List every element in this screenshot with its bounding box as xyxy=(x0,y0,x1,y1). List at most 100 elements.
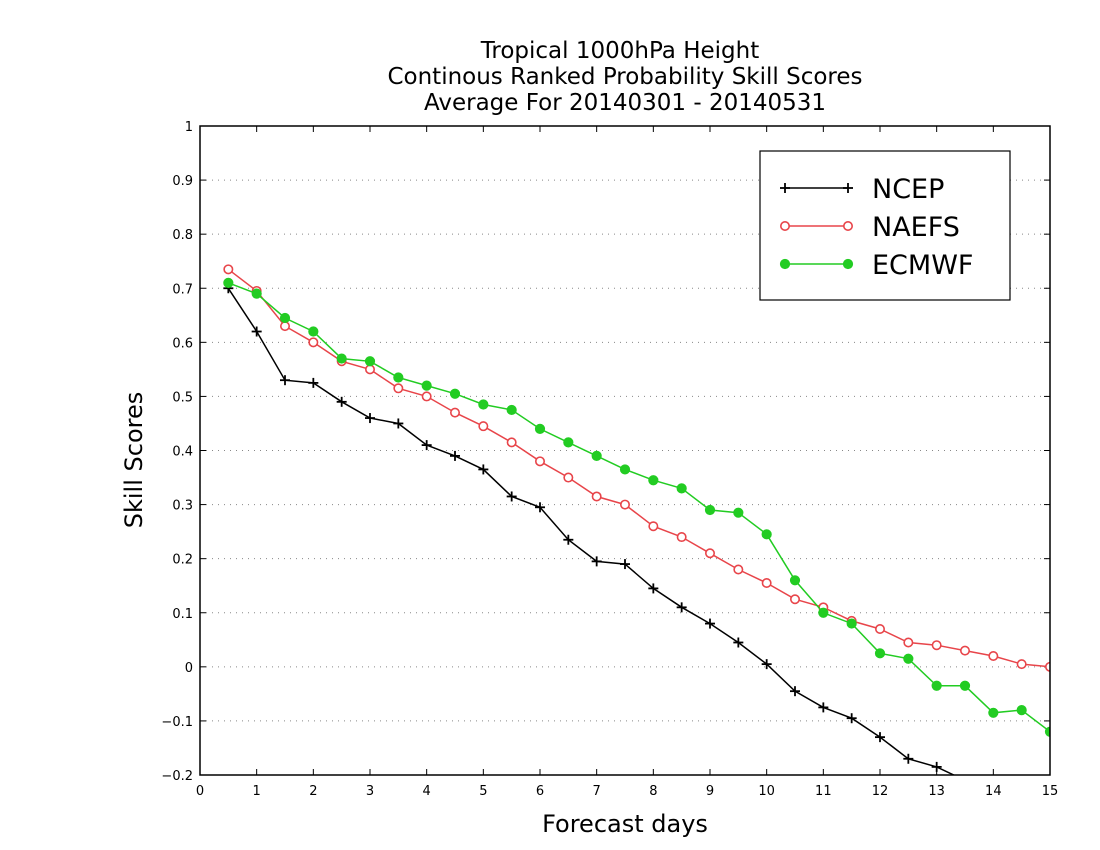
data-point xyxy=(779,258,791,270)
data-point xyxy=(846,713,857,724)
axis-ticks: −0.2−0.100.10.20.30.40.50.60.70.80.910 1 2… xyxy=(161,120,1058,799)
x-tick-label: 6 xyxy=(536,784,544,799)
y-tick-label: 0.3 xyxy=(172,499,193,514)
x-tick-label: 4 xyxy=(423,784,431,799)
data-point xyxy=(988,707,999,718)
x-tick-label: 7 xyxy=(593,784,601,799)
series-layer xyxy=(223,264,1055,818)
data-point xyxy=(874,623,885,634)
data-point xyxy=(364,364,375,375)
series-ecmwf xyxy=(223,277,1050,737)
data-point xyxy=(279,321,290,332)
data-point xyxy=(1016,659,1027,670)
legend-item-ecmwf: ECMWF xyxy=(779,250,973,281)
data-point xyxy=(591,556,602,567)
x-tick-label: 13 xyxy=(928,784,945,799)
data-point xyxy=(563,437,574,448)
data-point xyxy=(308,337,319,348)
y-tick-label: 0.4 xyxy=(172,445,193,460)
plot-frame xyxy=(199,125,1051,776)
data-point xyxy=(761,659,772,670)
series-line-naefs xyxy=(227,268,1050,668)
data-point xyxy=(563,534,574,545)
data-point xyxy=(535,502,545,513)
data-point xyxy=(591,491,602,502)
title-line-1: Tropical 1000hPa Height xyxy=(480,38,760,64)
y-tick-label: 0.5 xyxy=(172,390,193,405)
data-point xyxy=(733,637,744,648)
legend: NCEP NAEFS ECMWF xyxy=(759,150,1011,301)
data-point xyxy=(704,504,716,516)
x-tick-label: 3 xyxy=(366,784,374,799)
data-point xyxy=(421,391,432,402)
data-point xyxy=(1016,705,1027,716)
chart-title: Tropical 1000hPa Height Continous Ranked… xyxy=(387,38,862,116)
y-tick-label: 0 xyxy=(185,661,193,676)
data-point xyxy=(789,575,801,586)
data-point xyxy=(790,686,800,697)
x-tick-label: 0 xyxy=(196,784,204,799)
data-point xyxy=(563,472,574,483)
data-point xyxy=(959,645,970,656)
data-point xyxy=(931,761,942,772)
legend-label: NCEP xyxy=(872,174,944,205)
data-point xyxy=(534,423,546,434)
data-point xyxy=(449,407,460,418)
y-axis-label: Skill Scores xyxy=(120,392,148,529)
y-tick-label: −0.2 xyxy=(161,769,193,784)
data-point xyxy=(506,437,517,448)
data-point xyxy=(450,450,460,461)
data-point xyxy=(223,277,234,288)
data-point xyxy=(393,383,404,394)
data-point xyxy=(620,559,630,570)
legend-label: ECMWF xyxy=(872,250,973,281)
x-tick-label: 5 xyxy=(479,784,487,799)
data-point xyxy=(251,326,262,337)
data-point xyxy=(393,418,404,429)
data-point xyxy=(875,732,885,743)
x-tick-label: 11 xyxy=(815,784,832,799)
data-point xyxy=(1044,726,1050,737)
data-point xyxy=(1017,797,1027,807)
data-point xyxy=(506,491,517,502)
data-point xyxy=(676,483,687,494)
series-line-ecmwf xyxy=(228,282,1050,733)
data-point xyxy=(478,464,489,475)
data-point xyxy=(903,753,914,764)
data-point xyxy=(619,499,630,510)
y-tick-label: 1 xyxy=(185,120,193,135)
data-point xyxy=(676,532,687,543)
data-point xyxy=(534,456,545,467)
data-point xyxy=(619,464,631,475)
legend-item-ncep: NCEP xyxy=(780,174,944,205)
data-point xyxy=(365,413,375,424)
y-tick-label: −0.1 xyxy=(161,715,193,730)
data-point xyxy=(223,264,234,275)
x-tick-label: 12 xyxy=(872,784,889,799)
data-point xyxy=(648,521,659,532)
data-point xyxy=(874,648,886,659)
data-point xyxy=(733,507,744,518)
data-point xyxy=(818,607,829,618)
data-point xyxy=(931,640,942,651)
data-point xyxy=(1045,661,1050,672)
y-tick-label: 0.8 xyxy=(172,228,193,243)
data-point xyxy=(761,529,772,540)
data-point xyxy=(818,702,829,713)
data-point xyxy=(421,440,432,451)
title-line-3: Average For 20140301 - 20140531 xyxy=(424,90,826,116)
data-point xyxy=(842,221,853,232)
data-point xyxy=(506,404,517,416)
x-tick-label: 14 xyxy=(985,784,1002,799)
series-naefs xyxy=(223,264,1050,672)
legend-label: NAEFS xyxy=(872,212,960,243)
x-tick-label: 1 xyxy=(253,784,261,799)
data-point xyxy=(960,775,970,785)
data-point xyxy=(843,183,853,193)
data-point xyxy=(279,312,291,324)
data-point xyxy=(1045,808,1055,818)
data-point xyxy=(421,380,432,391)
data-point xyxy=(336,353,347,364)
data-point xyxy=(648,583,659,594)
